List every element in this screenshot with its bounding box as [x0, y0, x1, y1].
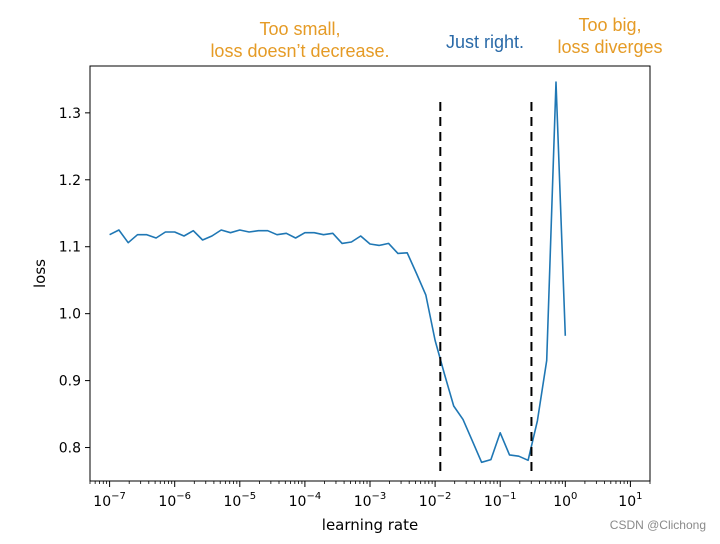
x-tick-label-5: 10−2 — [419, 491, 452, 510]
annotation-too-big: Too big, loss diverges — [540, 14, 680, 58]
x-tick-label-6: 10−1 — [484, 491, 517, 510]
x-tick-label-3: 10−4 — [289, 491, 322, 510]
x-tick-label-7: 100 — [553, 491, 577, 510]
y-tick-label-0: 0.8 — [59, 441, 81, 457]
x-axis-label: learning rate — [322, 516, 418, 534]
y-tick-label-4: 1.2 — [59, 173, 81, 189]
x-tick-label-1: 10−6 — [158, 491, 191, 510]
x-tick-label-0: 10−7 — [93, 491, 126, 510]
y-tick-label-2: 1.0 — [59, 307, 81, 323]
plot-frame — [89, 65, 651, 482]
y-tick-label-1: 0.9 — [59, 374, 81, 390]
x-tick-label-8: 101 — [618, 491, 642, 510]
x-tick-label-4: 10−3 — [354, 491, 387, 510]
annotation-too-small-line2: loss doesn’t decrease. — [210, 41, 390, 61]
annotation-too-big-line1: Too big, — [578, 15, 642, 35]
watermark: CSDN @Clichong — [609, 518, 706, 532]
x-tick-label-2: 10−5 — [224, 491, 257, 510]
annotation-just-right: Just right. — [430, 31, 540, 53]
annotation-too-small-line1: Too small, — [259, 19, 341, 39]
y-axis-label: loss — [31, 259, 49, 288]
annotation-too-small: Too small, loss doesn’t decrease. — [190, 18, 410, 62]
y-tick-label-5: 1.3 — [59, 106, 81, 122]
annotation-just-right-text: Just right. — [445, 32, 525, 52]
annotation-too-big-line2: loss diverges — [557, 37, 663, 57]
loss-series-line — [109, 81, 567, 464]
y-tick-label-3: 1.1 — [59, 240, 81, 256]
